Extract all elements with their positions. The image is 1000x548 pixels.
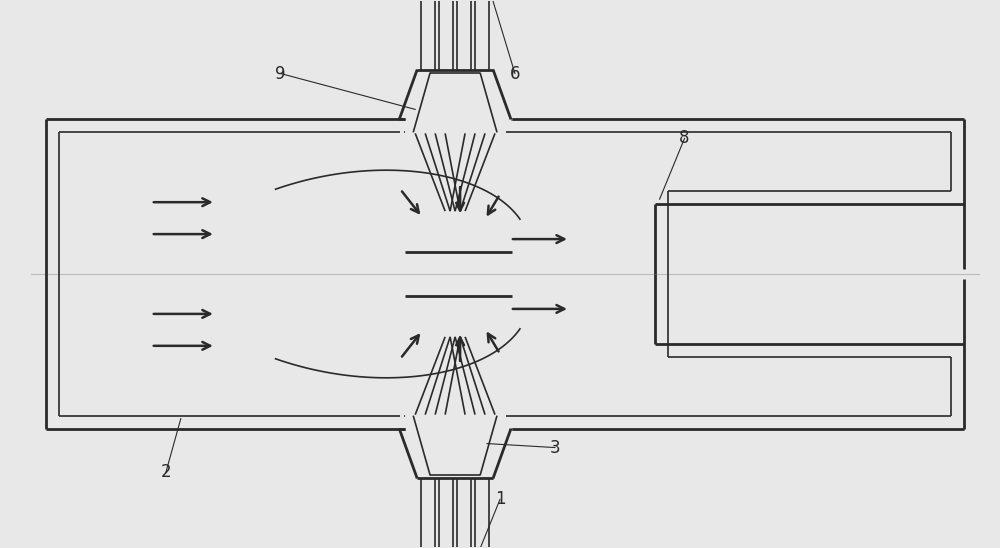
Text: 8: 8 — [679, 129, 690, 147]
Text: 3: 3 — [550, 438, 560, 456]
Text: 2: 2 — [161, 464, 171, 482]
Text: 6: 6 — [510, 65, 520, 83]
Text: 9: 9 — [275, 65, 286, 83]
Text: 1: 1 — [495, 490, 505, 509]
